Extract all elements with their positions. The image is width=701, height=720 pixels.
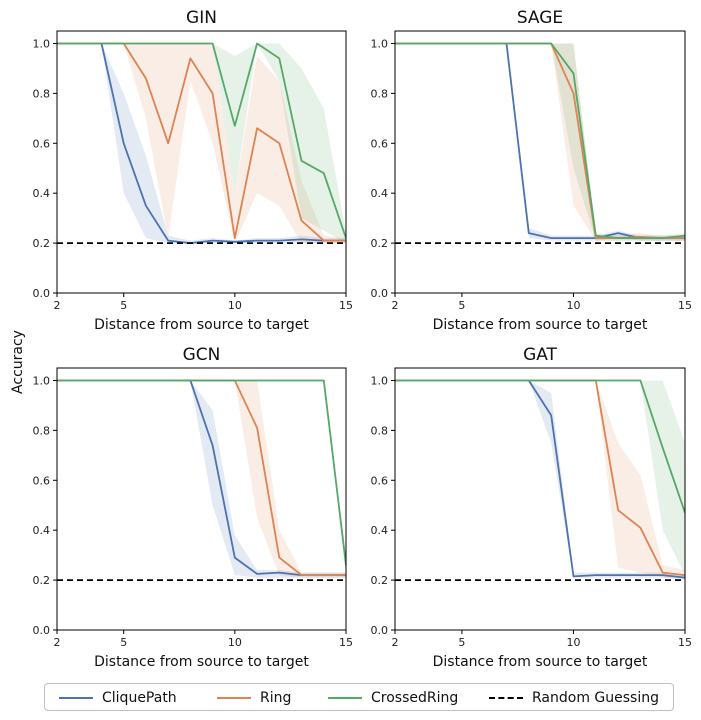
band-sage-crossedring [395,43,685,241]
x-axis-label-sage: Distance from source to target [433,317,648,333]
legend-label-crossedring: CrossedRing [371,690,459,706]
x-axis-label-gcn: Distance from source to target [94,654,309,670]
legend: CliquePath Ring CrossedRing Random Guess… [44,683,674,711]
y-tick-label-gcn: 0.2 [33,574,51,587]
plot-area-gcn [57,379,346,581]
axes-frame-gcn [56,367,347,631]
x-tick-label-gin: 2 [54,299,61,312]
y-tick-label-sage: 0.0 [371,287,389,300]
y-tick-label-gin: 0.2 [33,237,51,250]
plot-area-sage [395,42,685,244]
x-tick-label-gcn: 15 [339,636,353,649]
line-gin-cliquepath [57,42,346,245]
y-tick-label-gcn: 0.4 [33,524,51,537]
y-tick-label-gat: 0.4 [371,524,389,537]
x-tick-label-gat: 5 [458,636,465,649]
line-gcn-crossedring [57,379,346,566]
x-tick-label-gcn: 10 [228,636,242,649]
band-sage-ring [395,43,685,241]
band-gcn-cliquepath [57,380,346,578]
panel-title-gin: GIN [186,8,217,28]
x-tick-label-gat: 10 [566,636,580,649]
y-tick-label-gat: 1.0 [371,374,389,387]
x-axis-label-gin: Distance from source to target [94,317,309,333]
panel-title-gat: GAT [523,345,557,365]
x-tick-label-sage: 2 [392,299,399,312]
axes-frame-gat [394,367,686,631]
panel-title-gcn: GCN [183,345,221,365]
y-tick-label-sage: 1.0 [371,37,389,50]
y-tick-label-gin: 1.0 [33,37,51,50]
x-tick-label-gat: 15 [678,636,692,649]
panel-gcn: 0.0 0.2 0.4 0.6 0.8 1.0 2 5 10 15 GCN Distance from… [33,345,354,670]
x-tick-label-sage: 10 [566,299,580,312]
legend-swatch-cliquepath [59,697,93,699]
x-tick-label-gin: 10 [228,299,242,312]
legend-label-ring: Ring [260,690,292,706]
panel-sage: 0.0 0.2 0.4 0.6 0.8 1.0 2 5 10 15 SAGE Distance fro… [371,8,693,333]
x-tick-label-sage: 5 [458,299,465,312]
x-tick-label-sage: 15 [678,299,692,312]
band-gin-crossedring [57,43,346,244]
y-tick-label-gin: 0.4 [33,187,51,200]
legend-swatch-crossedring [328,697,362,699]
y-tick-label-gcn: 1.0 [33,374,51,387]
x-tick-label-gcn: 5 [120,636,127,649]
line-gat-crossedring [395,379,685,513]
line-gin-crossedring [57,42,346,239]
x-tick-label-gin: 5 [120,299,127,312]
y-tick-label-gin: 0.8 [33,87,51,100]
y-tick-label-gin: 0.0 [33,287,51,300]
x-tick-label-gcn: 2 [54,636,61,649]
band-gin-cliquepath [57,43,346,244]
plot-area-gin [57,42,346,245]
y-tick-label-sage: 0.8 [371,87,389,100]
y-tick-label-gin: 0.6 [33,137,51,150]
legend-item-crossedring: CrossedRing [328,689,458,707]
y-tick-label-gat: 0.6 [371,474,389,487]
y-tick-label-gat: 0.8 [371,424,389,437]
legend-item-random-guessing: Random Guessing [489,689,659,707]
y-tick-label-sage: 0.4 [371,187,389,200]
axes-frame-sage [394,30,686,294]
y-tick-label-sage: 0.6 [371,137,389,150]
x-tick-label-gin: 15 [339,299,353,312]
band-gin-ring [57,43,346,244]
band-sage-cliquepath [395,43,685,241]
x-axis-label-gat: Distance from source to target [433,654,648,670]
y-tick-label-gat: 0.0 [371,624,389,637]
y-tick-label-gcn: 0.8 [33,424,51,437]
line-sage-crossedring [395,42,685,240]
y-tick-label-gcn: 0.0 [33,624,51,637]
band-gat-ring [395,380,685,578]
panel-title-sage: SAGE [517,8,563,28]
legend-swatch-ring [217,697,251,699]
legend-item-ring: Ring [217,689,291,707]
figure-y-axis-label: Accuracy [10,330,26,394]
line-sage-cliquepath [395,42,685,240]
band-gat-crossedring [395,380,685,576]
plot-area-gat [395,379,685,581]
y-tick-label-gat: 0.2 [371,574,389,587]
legend-label-cliquepath: CliquePath [102,690,177,706]
legend-swatch-random-guessing [489,697,523,699]
line-sage-ring [395,42,685,240]
legend-label-random-guessing: Random Guessing [532,690,659,706]
panel-gat: 0.0 0.2 0.4 0.6 0.8 1.0 2 5 10 15 GAT Distance from… [371,345,693,670]
y-tick-label-sage: 0.2 [371,237,389,250]
legend-item-cliquepath: CliquePath [59,689,177,707]
x-tick-label-gat: 2 [392,636,399,649]
y-tick-label-gcn: 0.6 [33,474,51,487]
panel-gin: 0.0 0.2 0.4 0.6 0.8 1.0 2 5 10 15 GIN Distance from… [33,8,354,333]
axes-frame-gin [56,30,347,294]
